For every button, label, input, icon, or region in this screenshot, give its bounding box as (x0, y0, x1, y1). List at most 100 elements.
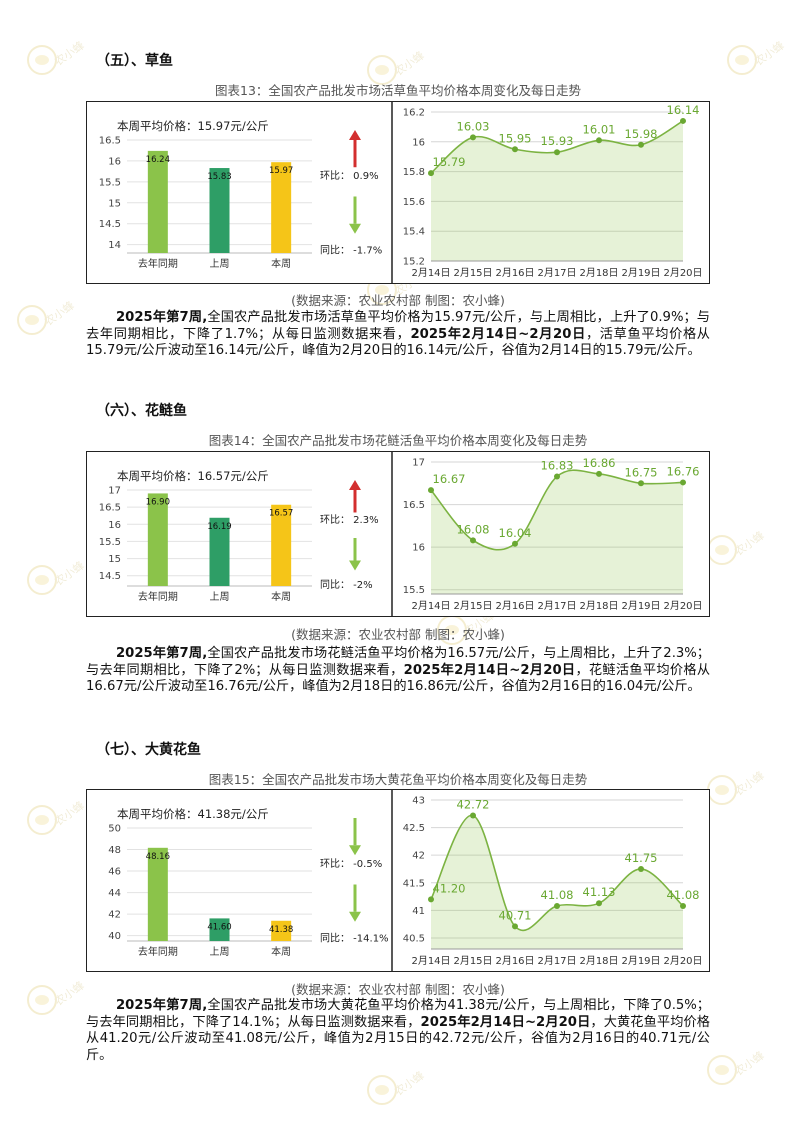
x-tick-label: 2月17日 (537, 267, 576, 279)
bee-logo-watermark: 农小蜂 (707, 528, 767, 565)
data-label: 41.08 (667, 888, 700, 902)
data-point (638, 480, 644, 487)
source-note: (数据来源：农业农村部 制图：农小蜂) (291, 982, 505, 997)
y-tick-label: 15.8 (403, 167, 425, 178)
bee-body (375, 1085, 389, 1095)
chart-panel: 本周平均价格：41.38元/公斤 40 42 44 46 48 50 48.16 去年同期 41.… (86, 789, 710, 972)
y-tick-label: 17 (108, 486, 121, 497)
bee-icon (27, 565, 57, 595)
x-tick-label: 2月18日 (579, 267, 618, 279)
x-tick-label: 2月14日 (411, 600, 450, 612)
week-label: 2025年第7周, (116, 646, 208, 661)
y-tick-label: 15 (108, 198, 121, 209)
data-label: 15.79 (433, 155, 466, 169)
x-tick-label: 本周 (271, 945, 291, 958)
data-label: 40.71 (499, 908, 532, 922)
data-label: 15.93 (541, 134, 574, 148)
data-point (428, 170, 434, 177)
bar (271, 162, 292, 253)
x-tick-label: 上周 (210, 946, 230, 958)
watermark-text: 农小蜂 (52, 38, 87, 68)
y-tick-label: 16 (108, 520, 121, 531)
y-tick-label: 40 (108, 931, 121, 942)
summary-paragraph: 2025年第7周,全国农产品批发市场花鲢活鱼平均价格为16.57元/公斤，与上周… (86, 646, 710, 696)
data-label: 16.75 (625, 465, 658, 479)
week-label: 2025年第7周, (116, 310, 208, 325)
bee-icon (27, 985, 57, 1015)
bee-logo-watermark: 农小蜂 (27, 38, 87, 75)
data-point (680, 117, 686, 124)
x-tick-label: 去年同期 (138, 590, 178, 603)
data-label: 41.75 (625, 851, 658, 865)
yoy-change-label: 同比： -1.7% (320, 245, 382, 257)
bee-logo-watermark: 农小蜂 (17, 298, 77, 335)
data-point (554, 149, 560, 156)
bar-value-label: 16.90 (146, 497, 170, 507)
x-tick-label: 2月19日 (621, 267, 660, 279)
watermark-text: 农小蜂 (732, 528, 767, 558)
arrow-head (349, 845, 361, 856)
data-point (638, 865, 644, 872)
x-tick-label: 2月18日 (579, 955, 618, 967)
summary-paragraph: 2025年第7周,全国农产品批发市场大黄花鱼平均价格为41.38元/公斤，与上周… (86, 998, 710, 1064)
x-tick-label: 2月20日 (663, 267, 702, 279)
bee-body (35, 575, 49, 585)
data-point (470, 134, 476, 141)
data-label: 41.08 (541, 888, 574, 902)
arrow-down-icon (349, 196, 361, 234)
data-point (554, 473, 560, 480)
data-point (638, 141, 644, 148)
bar-value-label: 16.57 (269, 509, 293, 519)
chart-svg: 本周平均价格：15.97元/公斤 14 14.5 15 15.5 16 16.5 16.24 去… (99, 102, 703, 283)
figure-caption: 图表13：全国农产品批发市场活草鱼平均价格本周变化及每日走势 (215, 83, 581, 98)
arrow-head (349, 911, 361, 922)
x-tick-label: 上周 (210, 591, 230, 603)
data-label: 16.86 (583, 456, 616, 470)
arrow-head (349, 130, 361, 140)
yoy-change-label: 同比： -2% (320, 579, 373, 591)
x-tick-label: 2月15日 (453, 955, 492, 967)
x-tick-label: 2月16日 (495, 600, 534, 612)
bee-logo-watermark: 农小蜂 (727, 38, 787, 75)
data-point (512, 923, 518, 930)
date-range: 2025年2月14日~2月20日 (410, 326, 586, 342)
y-tick-label: 16.5 (99, 503, 121, 514)
arrow-up-icon (349, 480, 361, 513)
y-tick-label: 14.5 (99, 571, 121, 582)
arrow-down-icon (349, 884, 361, 922)
y-tick-label: 15.5 (99, 537, 121, 548)
y-tick-label: 15.5 (403, 585, 425, 596)
bee-icon (367, 1075, 397, 1105)
bar (147, 493, 168, 586)
arrow-head (349, 560, 361, 571)
x-tick-label: 上周 (210, 258, 230, 270)
x-tick-label: 2月15日 (453, 267, 492, 279)
bee-body (715, 545, 729, 555)
bar (209, 918, 230, 941)
source-note: (数据来源：农业农村部 制图：农小蜂) (291, 627, 505, 642)
mom-change-label: 环比： 0.9% (320, 170, 379, 182)
arrow-head (349, 223, 361, 234)
data-label: 42.72 (457, 797, 490, 811)
bee-icon (27, 805, 57, 835)
data-label: 16.03 (457, 119, 490, 133)
yoy-change-label: 同比： -14.1% (320, 933, 389, 945)
watermark-text: 农小蜂 (392, 1068, 427, 1098)
data-point (554, 902, 560, 909)
paragraph-text: ，活草鱼平均价格从15.79元/公斤波动至16.14元/公斤，峰值为2月20日的… (86, 326, 710, 359)
arrow-head (349, 480, 361, 490)
bee-body (25, 315, 39, 325)
data-label: 16.76 (667, 464, 700, 478)
chart-svg: 本周平均价格：16.57元/公斤 14.5 15 15.5 16 16.5 17 16.90 去… (99, 452, 703, 616)
x-tick-label: 2月16日 (495, 267, 534, 279)
date-range: 2025年2月14日~2月20日 (420, 1014, 591, 1030)
bee-body (715, 1065, 729, 1075)
watermark-text: 农小蜂 (392, 48, 427, 78)
y-tick-label: 16 (412, 543, 425, 554)
section-title: （六）、花鲢鱼 (96, 403, 187, 419)
watermark-text: 农小蜂 (52, 798, 87, 828)
data-point (428, 487, 434, 494)
y-tick-label: 16 (412, 137, 425, 148)
y-tick-label: 41.5 (403, 878, 425, 889)
weekly-average-label: 本周平均价格：16.57元/公斤 (117, 469, 269, 483)
